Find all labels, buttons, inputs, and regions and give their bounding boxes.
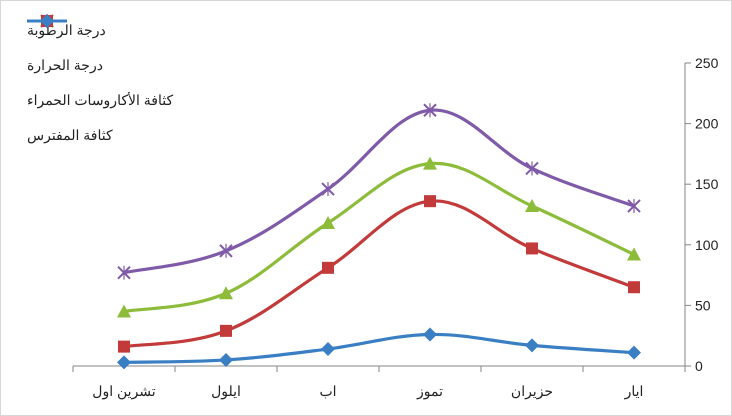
legend: درجة الرطوبة درجة الحرارة كثافة الأكاروسات… bbox=[25, 13, 173, 153]
data-point bbox=[424, 195, 436, 208]
x-tick-label: ايلول bbox=[211, 383, 241, 400]
x-tick-label: ايار bbox=[624, 383, 644, 400]
data-point bbox=[525, 338, 539, 353]
data-point bbox=[526, 242, 538, 255]
y-tick-label: 0 bbox=[695, 358, 703, 374]
data-point bbox=[117, 304, 131, 318]
series-1 bbox=[117, 103, 641, 280]
legend-item: كثافة المفترس bbox=[25, 14, 173, 153]
data-point bbox=[219, 352, 233, 367]
data-point bbox=[423, 156, 437, 170]
data-point bbox=[219, 286, 233, 300]
series-3 bbox=[118, 195, 640, 353]
series-2 bbox=[117, 156, 641, 318]
y-tick-label: 250 bbox=[695, 55, 719, 71]
legend-label: كثافة الأكاروسات الحمراء bbox=[27, 92, 174, 108]
data-point bbox=[321, 215, 335, 229]
x-tick-label: اب bbox=[319, 383, 336, 399]
y-tick-label: 100 bbox=[695, 237, 719, 253]
series-line bbox=[123, 199, 635, 349]
data-point bbox=[525, 199, 539, 213]
legend-item: كثافة الأكاروسات الحمراء bbox=[25, 15, 174, 118]
data-point bbox=[525, 161, 539, 176]
data-point bbox=[423, 103, 437, 118]
x-tick-label: تشرين اول bbox=[92, 383, 155, 400]
legend-marker bbox=[40, 14, 54, 28]
data-point bbox=[627, 345, 641, 360]
legend-label: درجة الحرارة bbox=[27, 57, 103, 73]
x-tick-label: تموز bbox=[416, 383, 443, 400]
y-tick-label: 50 bbox=[695, 297, 711, 313]
data-point bbox=[423, 327, 437, 342]
legend-swatch-diamond-icon bbox=[27, 14, 67, 28]
data-point bbox=[627, 199, 641, 214]
data-point bbox=[118, 340, 130, 353]
data-point bbox=[117, 355, 131, 370]
y-tick-label: 200 bbox=[695, 116, 719, 132]
data-point bbox=[628, 281, 640, 294]
series-line bbox=[123, 161, 635, 314]
data-point bbox=[321, 182, 335, 197]
series-line bbox=[123, 332, 635, 364]
data-point bbox=[321, 342, 335, 357]
x-tick-label: حزيران bbox=[511, 383, 553, 400]
legend-item: درجة الحرارة bbox=[25, 14, 173, 83]
series-line bbox=[123, 108, 635, 275]
legend-label: كثافة المفترس bbox=[27, 127, 113, 143]
y-tick-label: 150 bbox=[695, 176, 719, 192]
data-point bbox=[220, 324, 232, 337]
data-point bbox=[627, 247, 641, 261]
series-4 bbox=[117, 327, 641, 370]
data-point bbox=[322, 261, 334, 274]
data-point bbox=[219, 243, 233, 258]
data-point bbox=[117, 265, 131, 280]
